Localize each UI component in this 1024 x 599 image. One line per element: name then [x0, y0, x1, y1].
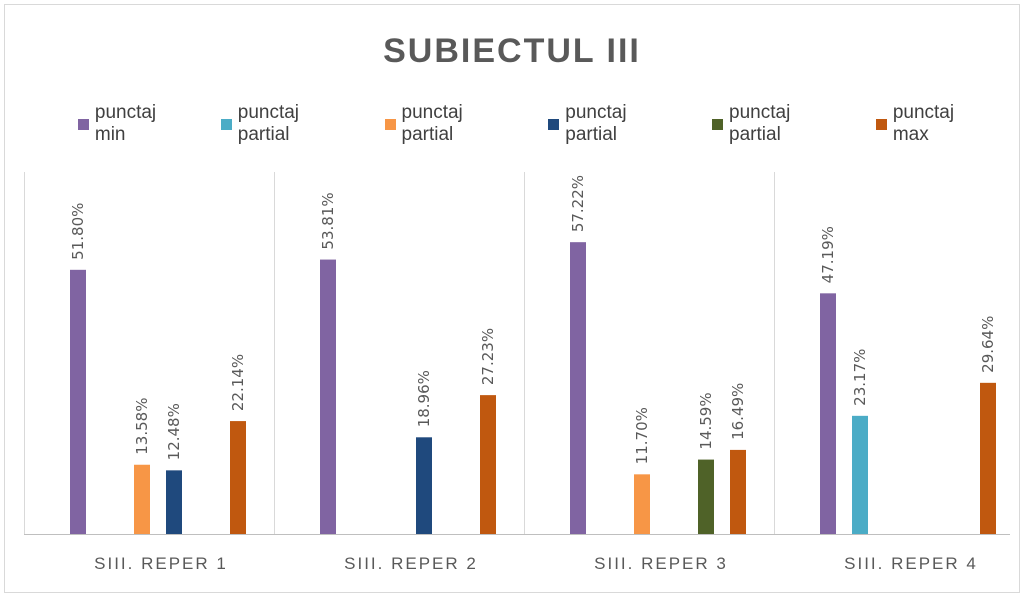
- bar: [980, 382, 996, 534]
- bar: [852, 415, 868, 534]
- data-label: 27.23%: [479, 328, 497, 385]
- legend-item-4: punctaj partial: [548, 102, 682, 146]
- bar: [570, 242, 586, 535]
- bar: [230, 421, 246, 534]
- x-tick-label: SIII. REPER 4: [844, 554, 978, 573]
- bar: [730, 449, 746, 534]
- legend-item-3: punctaj partial: [384, 102, 519, 146]
- legend-swatch: [875, 118, 887, 130]
- data-label: 11.70%: [633, 407, 651, 464]
- legend-item-6: punctaj max: [875, 102, 994, 146]
- bar: [166, 470, 182, 534]
- bar: [480, 395, 496, 534]
- legend-item-2: punctaj partial: [220, 102, 355, 146]
- legend-label: punctaj partial: [401, 102, 463, 145]
- legend-swatch: [712, 118, 724, 130]
- data-label: 57.22%: [569, 175, 587, 232]
- data-label: 14.59%: [697, 392, 715, 449]
- legend-label: punctaj max: [892, 102, 955, 145]
- data-label: 22.14%: [229, 354, 247, 411]
- x-tick-label: SIII. REPER 1: [94, 554, 228, 573]
- legend-item-1: punctaj min: [78, 102, 191, 146]
- legend-label: punctaj partial: [729, 102, 791, 145]
- chart-frame: [4, 4, 1020, 593]
- data-label: 51.80%: [69, 203, 87, 260]
- data-label: 13.58%: [133, 398, 151, 455]
- legend-label: punctaj partial: [237, 102, 300, 145]
- bar: [820, 293, 836, 534]
- data-label: 53.81%: [319, 192, 337, 249]
- legend-item-5: punctaj partial: [712, 102, 846, 146]
- x-tick-label: SIII. REPER 2: [344, 554, 478, 573]
- legend-swatch: [548, 118, 560, 130]
- legend-label: punctaj min: [94, 102, 157, 145]
- legend-label: punctaj partial: [565, 102, 627, 145]
- data-label: 12.48%: [165, 403, 183, 460]
- bar: [416, 437, 432, 534]
- bar: [70, 269, 86, 534]
- bar: [134, 464, 150, 534]
- chart-legend: punctaj min punctaj partial punctaj partia…: [78, 102, 1024, 145]
- chart-title: SUBIECTUL III: [383, 32, 641, 70]
- data-label: 29.64%: [979, 316, 997, 373]
- bar: [634, 474, 650, 534]
- bar: [698, 459, 714, 534]
- data-label: 47.19%: [819, 226, 837, 283]
- data-label: 18.96%: [415, 370, 433, 427]
- legend-swatch: [384, 118, 396, 130]
- data-label: 23.17%: [851, 349, 869, 406]
- legend-swatch: [78, 118, 89, 130]
- data-label: 16.49%: [729, 383, 747, 440]
- legend-swatch: [220, 118, 232, 130]
- bar: [320, 259, 336, 534]
- x-tick-label: SIII. REPER 3: [594, 554, 728, 573]
